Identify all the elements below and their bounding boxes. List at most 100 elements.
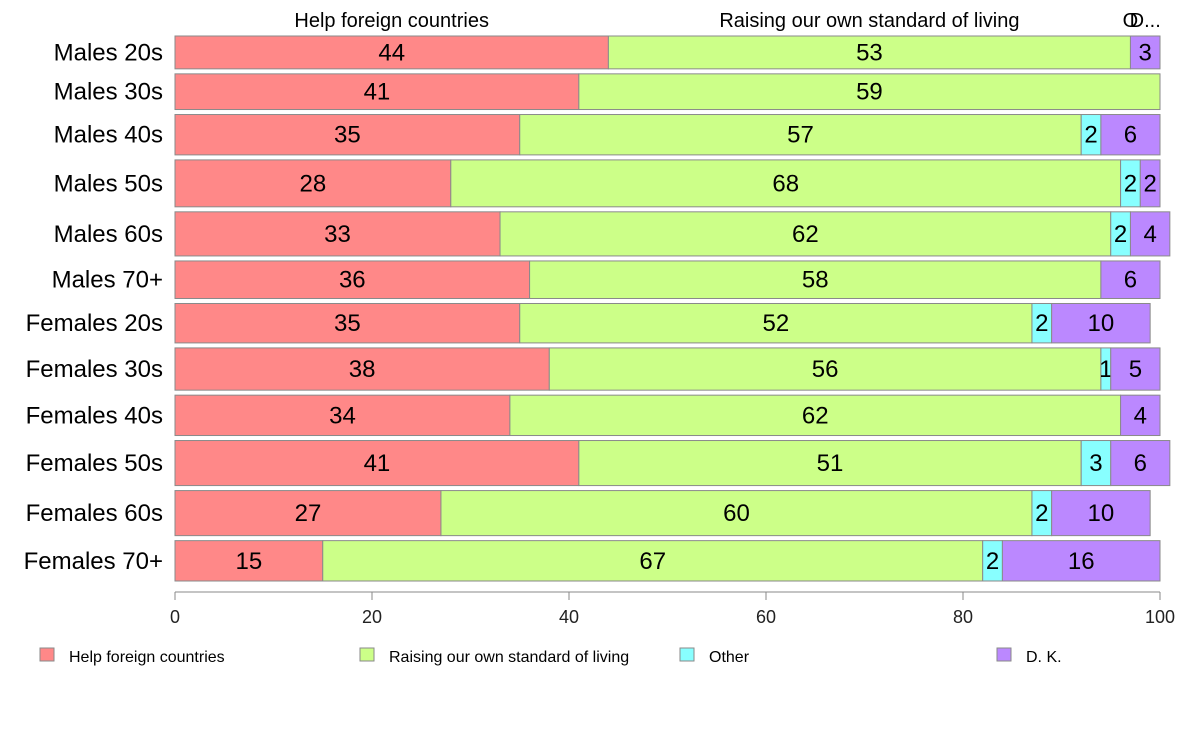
data-label: 58 xyxy=(802,267,829,294)
category-label: Males 60s xyxy=(54,221,163,248)
data-label: 34 xyxy=(329,402,356,429)
data-label: 2 xyxy=(1035,500,1048,527)
bar-segment-d-k xyxy=(1110,347,1161,391)
legend: Help foreign countries Raising our own st… xyxy=(39,647,1062,666)
data-label: 67 xyxy=(639,548,666,575)
bar-row-males-70: 36 58 6 xyxy=(174,260,1161,299)
data-label: 41 xyxy=(364,450,391,477)
top-label-help-foreign-countries: Help foreign countries xyxy=(294,10,489,32)
bar-segment-help-foreign-countries xyxy=(174,440,580,487)
data-label: 53 xyxy=(856,39,883,66)
bar-segment-raising-our-own-standard-of-living xyxy=(450,159,1122,208)
bar-row-females-30s: 38 56 1 5 xyxy=(174,347,1161,391)
bar-segment-help-foreign-countries xyxy=(174,302,521,344)
bar-segment-raising-our-own-standard-of-living xyxy=(548,347,1102,391)
legend-item-raising-our-own-standard-of-living: Raising our own standard of living xyxy=(359,647,629,666)
category-label: Females 60s xyxy=(26,500,163,527)
x-tick-label: 20 xyxy=(362,607,382,627)
bar-segment-help-foreign-countries xyxy=(174,490,442,537)
data-label: 28 xyxy=(300,170,327,197)
data-label: 38 xyxy=(349,356,376,383)
bar-row-females-50s: 41 51 3 6 xyxy=(174,440,1171,487)
data-label: 15 xyxy=(236,548,263,575)
data-label: 33 xyxy=(324,221,351,248)
legend-item-d-k: D. K. xyxy=(996,647,1062,666)
bar-segment-raising-our-own-standard-of-living xyxy=(578,440,1082,487)
bar-segment-d-k xyxy=(1051,490,1151,537)
category-label: Males 30s xyxy=(54,79,163,106)
category-label: Males 40s xyxy=(54,122,163,149)
bar-row-females-60s: 27 60 2 10 xyxy=(174,490,1151,537)
bar-row-females-40s: 34 62 4 xyxy=(174,394,1161,437)
category-label: Males 50s xyxy=(54,170,163,197)
bar-segment-d-k xyxy=(1129,35,1161,70)
data-label: 4 xyxy=(1143,221,1156,248)
bar-segment-raising-our-own-standard-of-living xyxy=(578,73,1161,111)
category-label: Females 70+ xyxy=(24,548,163,575)
bar-segment-raising-our-own-standard-of-living xyxy=(519,114,1082,156)
bar-segment-d-k xyxy=(1100,114,1161,156)
data-label: 56 xyxy=(812,356,839,383)
data-label: 6 xyxy=(1124,122,1137,149)
legend-label: Help foreign countries xyxy=(69,649,225,666)
bar-segment-d-k xyxy=(1139,159,1161,208)
bar-row-females-70: 15 67 2 16 xyxy=(174,540,1161,582)
bar-segment-raising-our-own-standard-of-living xyxy=(519,302,1033,344)
bar-row-males-40s: 35 57 2 6 xyxy=(174,114,1161,156)
x-tick-label: 60 xyxy=(756,607,776,627)
legend-item-other: Other xyxy=(679,647,750,666)
bar-segment-help-foreign-countries xyxy=(174,114,521,156)
bar-segment-help-foreign-countries xyxy=(174,260,531,299)
data-label: 6 xyxy=(1134,450,1147,477)
legend-swatch xyxy=(39,647,55,662)
top-labels: Help foreign countries Raising our own st… xyxy=(294,10,1160,32)
bar-row-males-60s: 33 62 2 4 xyxy=(174,211,1171,257)
x-axis: 0 20 40 60 80 100 xyxy=(170,591,1175,627)
bar-segment-help-foreign-countries xyxy=(174,347,550,391)
category-label: Females 40s xyxy=(26,402,163,429)
bar-segment-d-k xyxy=(1120,394,1161,437)
data-label: 10 xyxy=(1088,310,1115,337)
top-label-raising-our-own-standard-of-living: Raising our own standard of living xyxy=(719,10,1019,32)
data-label: 27 xyxy=(295,500,322,527)
bar-segment-raising-our-own-standard-of-living xyxy=(529,260,1102,299)
x-tick-label: 100 xyxy=(1145,607,1175,627)
bar-row-males-50s: 28 68 2 2 xyxy=(174,159,1161,208)
data-label: 68 xyxy=(772,170,799,197)
legend-swatch xyxy=(996,647,1012,662)
bar-segment-d-k xyxy=(1110,440,1171,487)
data-label: 1 xyxy=(1099,356,1112,383)
legend-label: Raising our own standard of living xyxy=(389,649,629,666)
legend-swatch xyxy=(359,647,375,662)
data-label: 52 xyxy=(762,310,789,337)
data-label: 44 xyxy=(378,39,405,66)
row-labels: Males 20s Males 30s Males 40s Males 50s Male… xyxy=(24,39,163,574)
bar-segment-d-k xyxy=(1001,540,1161,582)
data-label: 2 xyxy=(1084,122,1097,149)
category-label: Males 70+ xyxy=(52,267,163,294)
bar-segment-raising-our-own-standard-of-living xyxy=(499,211,1112,257)
bar-segment-d-k xyxy=(1051,302,1151,344)
data-label: 36 xyxy=(339,267,366,294)
x-tick-label: 0 xyxy=(170,607,180,627)
data-label: 35 xyxy=(334,122,361,149)
data-label: 59 xyxy=(856,79,883,106)
legend-swatch xyxy=(679,647,695,662)
data-label: 2 xyxy=(1114,221,1127,248)
bar-segment-raising-our-own-standard-of-living xyxy=(607,35,1131,70)
data-label: 35 xyxy=(334,310,361,337)
data-label: 51 xyxy=(817,450,844,477)
bar-segment-help-foreign-countries xyxy=(174,211,501,257)
bar-row-females-20s: 35 52 2 10 xyxy=(174,302,1151,344)
data-label: 4 xyxy=(1134,402,1147,429)
category-label: Females 50s xyxy=(26,450,163,477)
data-label: 2 xyxy=(1035,310,1048,337)
data-label: 2 xyxy=(1143,170,1156,197)
data-label: 60 xyxy=(723,500,750,527)
bar-segment-help-foreign-countries xyxy=(174,159,452,208)
category-label: Males 20s xyxy=(54,39,163,66)
legend-label: Other xyxy=(709,649,750,666)
legend-item-help-foreign-countries: Help foreign countries xyxy=(39,647,225,666)
